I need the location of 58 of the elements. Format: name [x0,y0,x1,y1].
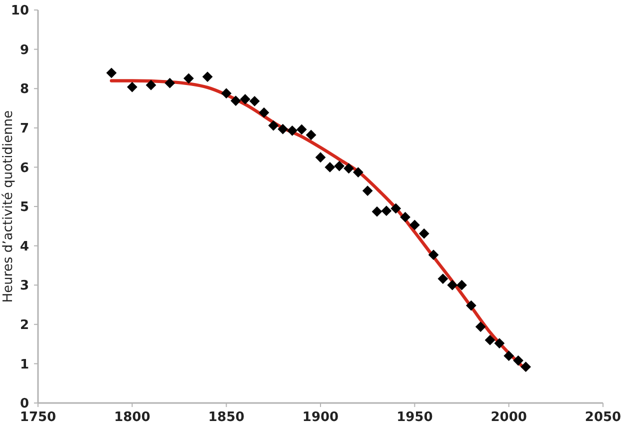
point [240,94,250,104]
x-tick-label: 1750 [20,410,56,425]
point [390,203,402,214]
y-tick-label: 1 [20,357,29,372]
point [315,152,326,163]
point [475,322,486,332]
y-tick-label: 8 [20,82,29,98]
x-tick-label: 1950 [396,410,433,425]
x-tick-label: 1900 [302,410,339,425]
point [106,68,117,78]
point [428,250,439,260]
point [258,107,270,118]
point [306,130,316,140]
point [447,280,458,290]
y-tick-label: 0 [20,396,29,412]
point [344,163,354,174]
point [400,212,410,222]
y-tick-label: 10 [10,4,29,19]
point [268,120,279,131]
point [520,362,531,372]
point [381,206,392,216]
y-tick-label: 7 [20,121,29,136]
x-tick-label: 2050 [584,410,622,425]
point [164,78,176,88]
point [466,300,476,311]
y-tick-label: 2 [20,318,29,333]
point [278,124,288,134]
point [504,350,514,362]
point [287,125,298,136]
y-tick-label: 4 [20,239,29,254]
point [334,160,345,172]
point [296,124,307,135]
point [513,355,524,366]
point [352,167,364,178]
point [438,274,448,284]
x-tick-label: 2000 [490,410,527,425]
point [183,73,194,84]
point [409,220,420,230]
y-tick-label: 3 [20,278,29,294]
point [221,88,232,99]
point [362,186,373,196]
y-axis-title: Heures d’activité quotidienne [1,110,16,303]
point [324,162,336,172]
y-tick-label: 5 [20,200,29,216]
point [146,80,156,90]
point [249,96,260,106]
point [126,82,138,92]
point [230,96,241,106]
point [456,280,467,290]
y-tick-label: 6 [20,160,29,176]
point [484,334,496,346]
point [418,228,430,239]
point [372,206,382,217]
point [202,72,213,82]
y-tick-label: 9 [20,42,29,58]
x-tick-label: 1850 [208,410,244,425]
point [494,338,505,348]
x-tick-label: 1800 [114,410,150,425]
